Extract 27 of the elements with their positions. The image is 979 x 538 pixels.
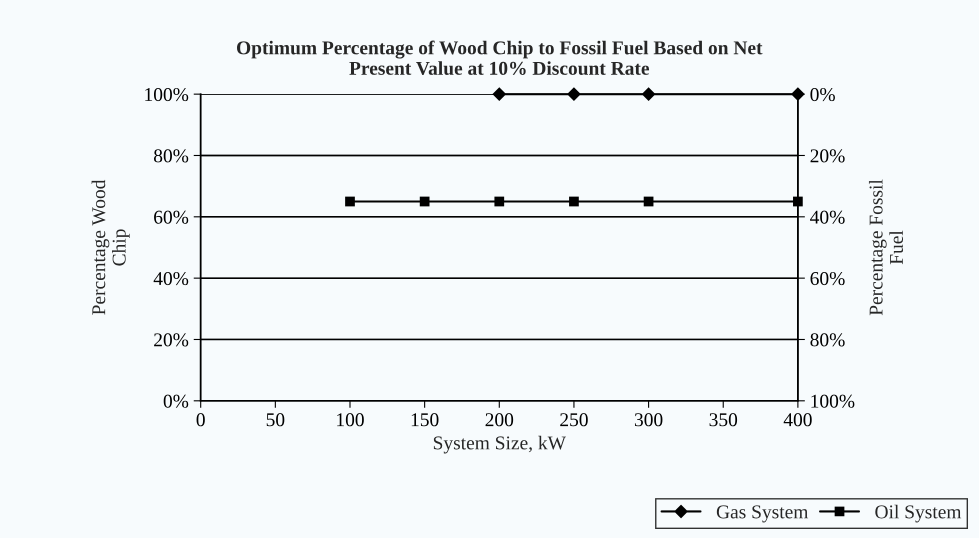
y2-tick-label: 20% <box>810 149 845 162</box>
x-tick-label: 50 <box>266 413 284 426</box>
x-tick-label: 200 <box>486 413 514 426</box>
y-tick-label: 60% <box>154 210 188 224</box>
y-tick-label: 100% <box>145 88 188 102</box>
x-tick-label: 150 <box>412 413 438 426</box>
x-axis-title: System Size, kW <box>434 436 566 454</box>
x-tick-label: 250 <box>560 413 588 426</box>
x-tick-label: 350 <box>710 413 738 426</box>
x-tick-label: 300 <box>634 413 662 426</box>
x-tick-label: 0 <box>196 413 205 426</box>
y2-tick-label: 0% <box>810 88 835 102</box>
y-tick-label: 20% <box>154 333 188 346</box>
legend-label: Gas System <box>716 505 808 522</box>
legend-label: Oil System <box>875 504 962 522</box>
y-tick-label: 80% <box>154 149 188 162</box>
y-tick-label: 0% <box>164 394 188 408</box>
y2-tick-label: 80% <box>810 333 845 346</box>
y2-tick-label: 40% <box>810 210 845 224</box>
chart-title: Optimum Percentage of Wood Chip to Fossil Fuel Based on Net Present Value at 10% Discount Rate <box>237 40 762 75</box>
x-tick-label: 100 <box>337 413 364 426</box>
y-axis-title: Percentage Wood Chip <box>92 180 130 315</box>
y2-axis-title: Percentage Fossil Fuel <box>868 180 904 316</box>
y2-tick-label: 60% <box>810 272 845 286</box>
y-tick-label: 40% <box>154 272 188 286</box>
y2-tick-label: 100% <box>811 394 854 408</box>
x-tick-label: 400 <box>784 413 812 426</box>
